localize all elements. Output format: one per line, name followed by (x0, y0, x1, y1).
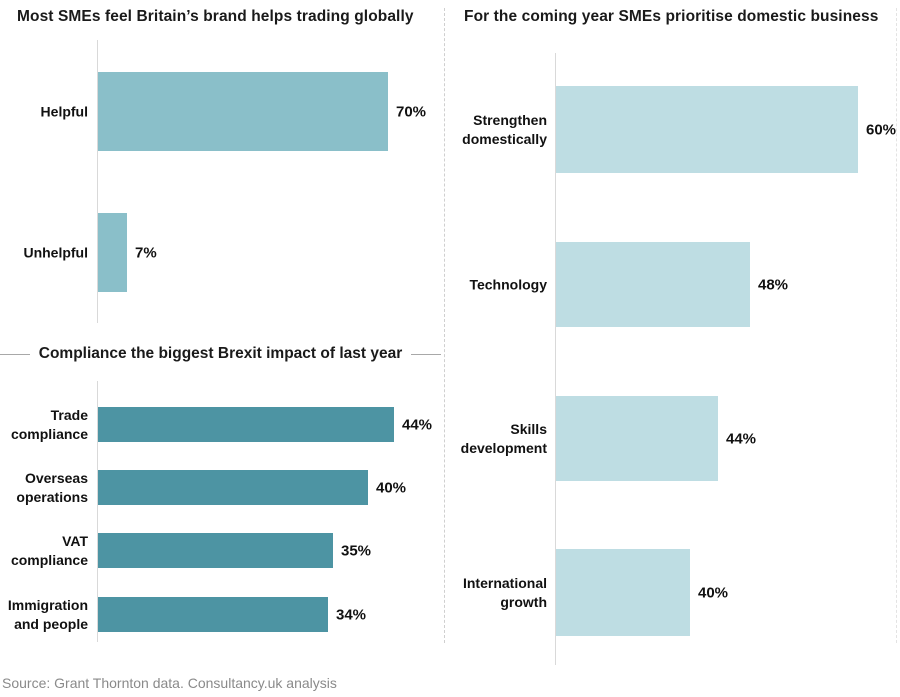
value-label: 40% (698, 584, 729, 601)
axis-line (97, 40, 98, 323)
axis-line (555, 53, 556, 665)
value-label: 48% (758, 276, 789, 293)
value-label: 44% (726, 430, 757, 447)
value-label: 35% (341, 542, 372, 559)
category-label: Immigration and people (7, 596, 88, 632)
column-divider (444, 8, 445, 643)
category-label: Unhelpful (23, 244, 88, 260)
value-label: 70% (396, 103, 427, 120)
bar (556, 86, 858, 173)
value-label: 60% (866, 121, 897, 138)
category-label: Trade compliance (10, 406, 88, 442)
category-label: Overseas operations (16, 469, 88, 505)
category-label: Technology (469, 276, 547, 292)
value-label: 34% (336, 606, 367, 623)
chart-title-domestic: For the coming year SMEs prioritise dome… (464, 8, 879, 25)
chart-title-brand: Most SMEs feel Britain’s brand helps tra… (17, 8, 414, 25)
category-label: Helpful (40, 103, 88, 119)
bar (556, 549, 690, 636)
value-label: 44% (402, 416, 433, 433)
category-label: VAT compliance (10, 532, 88, 568)
bar (98, 407, 394, 442)
value-label: 7% (135, 244, 157, 261)
bar (98, 597, 328, 632)
category-label: International growth (462, 574, 547, 610)
bar (556, 396, 718, 481)
source-note: Source: Grant Thornton data. Consultancy… (2, 675, 337, 691)
title-rule-right (411, 353, 441, 355)
category-label: Skills development (460, 420, 547, 456)
bar (98, 470, 368, 505)
chart-title-brexit: Compliance the biggest Brexit impact of … (0, 345, 441, 363)
title-rule-left (0, 353, 30, 355)
bar (98, 533, 333, 568)
right-edge-divider (896, 8, 897, 643)
bar (98, 72, 388, 151)
category-label: Strengthen domestically (462, 111, 547, 147)
bar (556, 242, 750, 327)
axis-line (97, 381, 98, 642)
bar (98, 213, 127, 292)
chart-title-brexit-text: Compliance the biggest Brexit impact of … (38, 345, 403, 362)
value-label: 40% (376, 479, 407, 496)
